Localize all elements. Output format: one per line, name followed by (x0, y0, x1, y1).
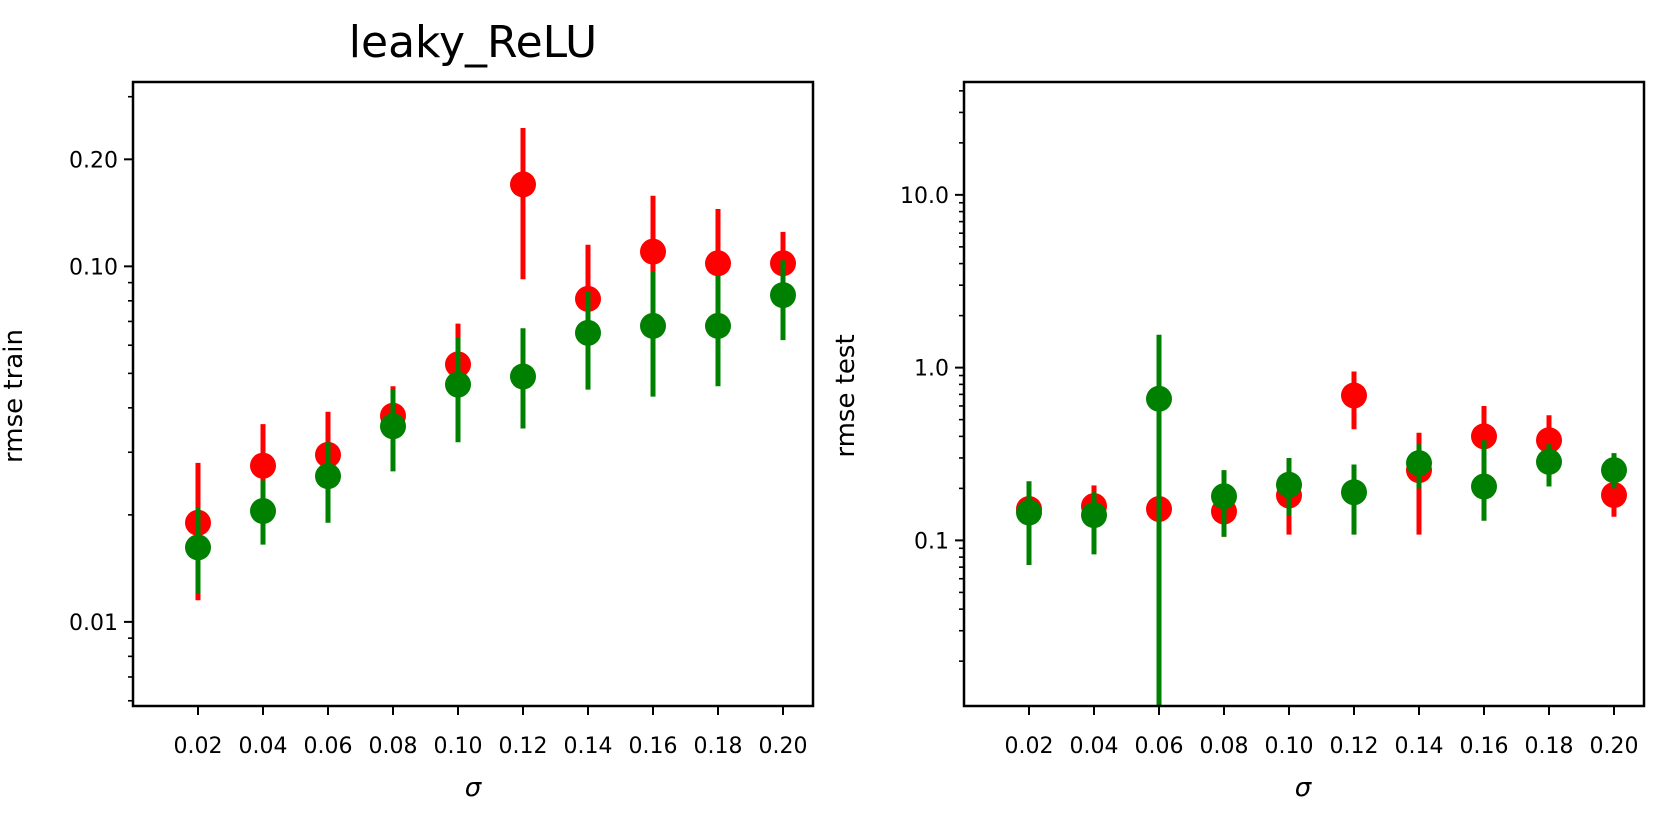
x-tick-label: 0.20 (759, 734, 808, 759)
data-point (1016, 499, 1042, 526)
data-point (1601, 457, 1627, 484)
x-tick-label: 0.12 (499, 734, 548, 759)
plot-frame (131, 80, 815, 708)
y-tick-label: 10.0 (900, 184, 949, 209)
data-point (575, 319, 601, 346)
data-point (1081, 502, 1107, 529)
x-tick-label: 0.10 (1265, 734, 1314, 759)
data-point (640, 238, 666, 265)
x-tick-label: 0.02 (174, 734, 223, 759)
x-tick-label: 0.14 (1395, 734, 1444, 759)
series-0 (1016, 371, 1627, 537)
x-tick-label: 0.08 (1200, 734, 1249, 759)
y-tick-label: 0.1 (914, 529, 949, 554)
data-point (770, 282, 796, 309)
x-tick-label: 0.12 (1330, 734, 1379, 759)
y-axis-label: rmse train (0, 329, 29, 463)
x-tick-label: 0.10 (434, 734, 483, 759)
test-rmse-panel: σ rmse test 0.1 1.0 10.0 0.02 0.04 0.06 0.08 0.… (831, 80, 1646, 803)
data-point (1341, 479, 1367, 506)
data-point (1146, 385, 1172, 412)
x-tick-label: 0.18 (694, 734, 743, 759)
panel-title: leaky_ReLU (349, 17, 597, 68)
x-tick-label: 0.04 (239, 734, 288, 759)
x-tick-label: 0.18 (1525, 734, 1574, 759)
x-tick-label: 0.14 (564, 734, 613, 759)
data-point (315, 463, 341, 490)
data-point (640, 312, 666, 339)
x-tick-label: 0.06 (304, 734, 353, 759)
x-axis-label: σ (465, 773, 483, 803)
x-tick-label: 0.20 (1590, 734, 1639, 759)
y-tick-label: 0.20 (69, 148, 118, 173)
y-tick-label: 1.0 (914, 357, 949, 382)
data-point (1276, 471, 1302, 498)
data-point (705, 250, 731, 277)
data-point (510, 171, 536, 198)
series-0 (185, 127, 796, 601)
x-tick-label: 0.06 (1135, 734, 1184, 759)
data-point (1211, 483, 1237, 510)
series-1 (1016, 334, 1627, 706)
data-point (1406, 450, 1432, 477)
x-tick-label: 0.16 (629, 734, 678, 759)
data-point (1536, 448, 1562, 475)
data-point (1601, 482, 1627, 509)
x-tick-label: 0.04 (1070, 734, 1119, 759)
data-point (1471, 423, 1497, 450)
data-point (445, 371, 471, 398)
data-point (1536, 427, 1562, 454)
series-1 (185, 260, 796, 594)
data-point (510, 363, 536, 390)
y-axis-label: rmse test (831, 334, 861, 457)
y-tick-label: 0.01 (69, 611, 118, 636)
x-tick-label: 0.16 (1460, 734, 1509, 759)
x-axis-label: σ (1295, 773, 1313, 803)
plot-frame (962, 80, 1646, 708)
data-point (1471, 473, 1497, 500)
data-point (250, 498, 276, 525)
x-tick-label: 0.08 (369, 734, 418, 759)
data-point (1341, 382, 1367, 409)
data-point (250, 452, 276, 479)
y-tick-label: 0.10 (69, 255, 118, 280)
x-tick-label: 0.02 (1005, 734, 1054, 759)
data-point (705, 312, 731, 339)
data-point (380, 413, 406, 440)
train-rmse-panel: leaky_ReLU σ rmse train 0.01 0.10 0.20 0.02… (0, 17, 815, 803)
data-point (185, 534, 211, 561)
